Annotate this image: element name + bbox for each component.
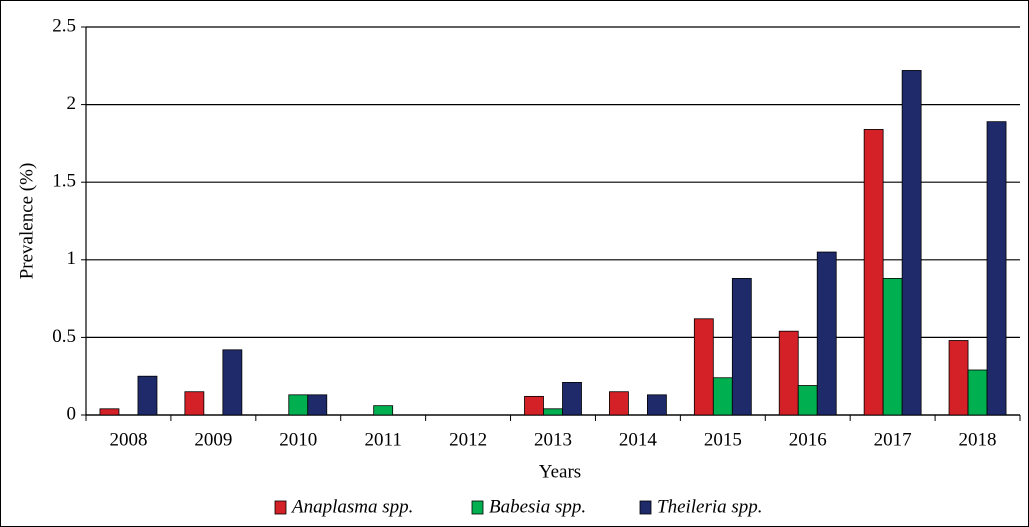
legend-label: Theileria spp. — [657, 496, 763, 517]
x-tick-label: 2008 — [109, 429, 147, 450]
bar — [137, 375, 158, 416]
bar — [562, 382, 582, 416]
bar — [816, 251, 837, 416]
x-tick-label: 2017 — [874, 429, 912, 450]
bar — [373, 405, 394, 416]
bar — [901, 70, 922, 416]
bar — [647, 394, 667, 416]
y-tick-label: 1 — [67, 248, 77, 269]
legend-swatch — [471, 500, 484, 515]
y-tick-label: 0.5 — [52, 326, 76, 347]
legend-label: Anaplasma spp. — [290, 496, 413, 517]
x-tick-label: 2012 — [449, 429, 487, 450]
y-tick-label: 0 — [67, 403, 77, 424]
y-tick-label: 2.5 — [52, 15, 76, 36]
y-tick-label: 1.5 — [52, 171, 76, 192]
x-tick-label: 2018 — [959, 429, 997, 450]
legend-swatch — [274, 500, 287, 515]
x-tick-label: 2011 — [365, 429, 402, 450]
x-tick-label: 2014 — [619, 429, 658, 450]
bar — [863, 129, 884, 416]
bar — [307, 394, 328, 416]
bar — [288, 394, 309, 416]
bar — [882, 278, 903, 416]
bar — [222, 349, 243, 416]
bar — [543, 408, 563, 416]
x-tick-label: 2010 — [279, 429, 317, 450]
bar — [797, 385, 818, 416]
y-tick-label: 2 — [67, 93, 77, 114]
bar — [184, 391, 205, 416]
bar — [693, 318, 714, 416]
y-axis-label: Prevalence (%) — [16, 163, 37, 280]
bar — [609, 391, 629, 416]
bar — [986, 121, 1007, 416]
x-axis-label: Years — [539, 461, 581, 482]
bar — [948, 340, 969, 416]
x-tick-label: 2016 — [789, 429, 827, 450]
bar — [99, 408, 120, 416]
x-tick-label: 2015 — [704, 429, 742, 450]
x-tick-label: 2009 — [194, 429, 232, 450]
legend-swatch — [639, 500, 652, 515]
bar — [967, 369, 988, 416]
legend-label: Babesia spp. — [489, 496, 586, 517]
bar — [524, 395, 544, 416]
bar — [778, 330, 799, 416]
x-tick-label: 2013 — [534, 429, 572, 450]
bar — [712, 377, 733, 416]
bar — [731, 278, 752, 416]
